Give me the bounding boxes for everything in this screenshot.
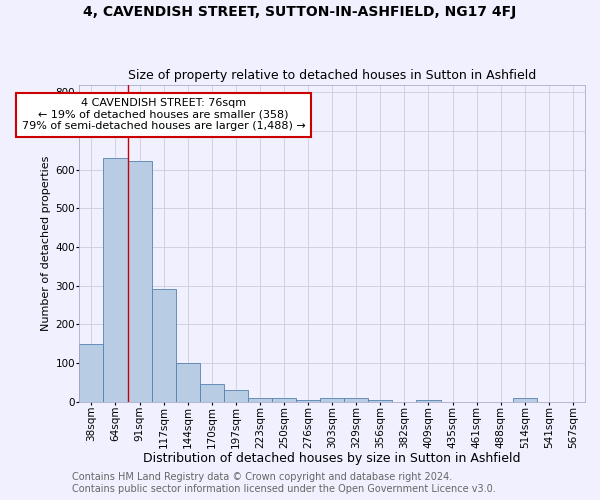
Bar — [296, 400, 320, 402]
Bar — [79, 344, 103, 402]
Bar — [416, 400, 440, 402]
Bar — [320, 398, 344, 402]
Text: 4, CAVENDISH STREET, SUTTON-IN-ASHFIELD, NG17 4FJ: 4, CAVENDISH STREET, SUTTON-IN-ASHFIELD,… — [83, 5, 517, 19]
Text: Contains HM Land Registry data © Crown copyright and database right 2024.
Contai: Contains HM Land Registry data © Crown c… — [72, 472, 496, 494]
Bar — [224, 390, 248, 402]
Bar — [103, 158, 128, 402]
Bar — [272, 398, 296, 402]
Y-axis label: Number of detached properties: Number of detached properties — [41, 156, 52, 330]
Bar — [344, 398, 368, 402]
Text: 4 CAVENDISH STREET: 76sqm
← 19% of detached houses are smaller (358)
79% of semi: 4 CAVENDISH STREET: 76sqm ← 19% of detac… — [22, 98, 305, 132]
X-axis label: Distribution of detached houses by size in Sutton in Ashfield: Distribution of detached houses by size … — [143, 452, 521, 465]
Bar — [200, 384, 224, 402]
Bar — [513, 398, 537, 402]
Bar — [248, 398, 272, 402]
Bar — [176, 363, 200, 402]
Bar — [368, 400, 392, 402]
Title: Size of property relative to detached houses in Sutton in Ashfield: Size of property relative to detached ho… — [128, 69, 536, 82]
Bar — [128, 160, 152, 402]
Bar — [152, 290, 176, 402]
